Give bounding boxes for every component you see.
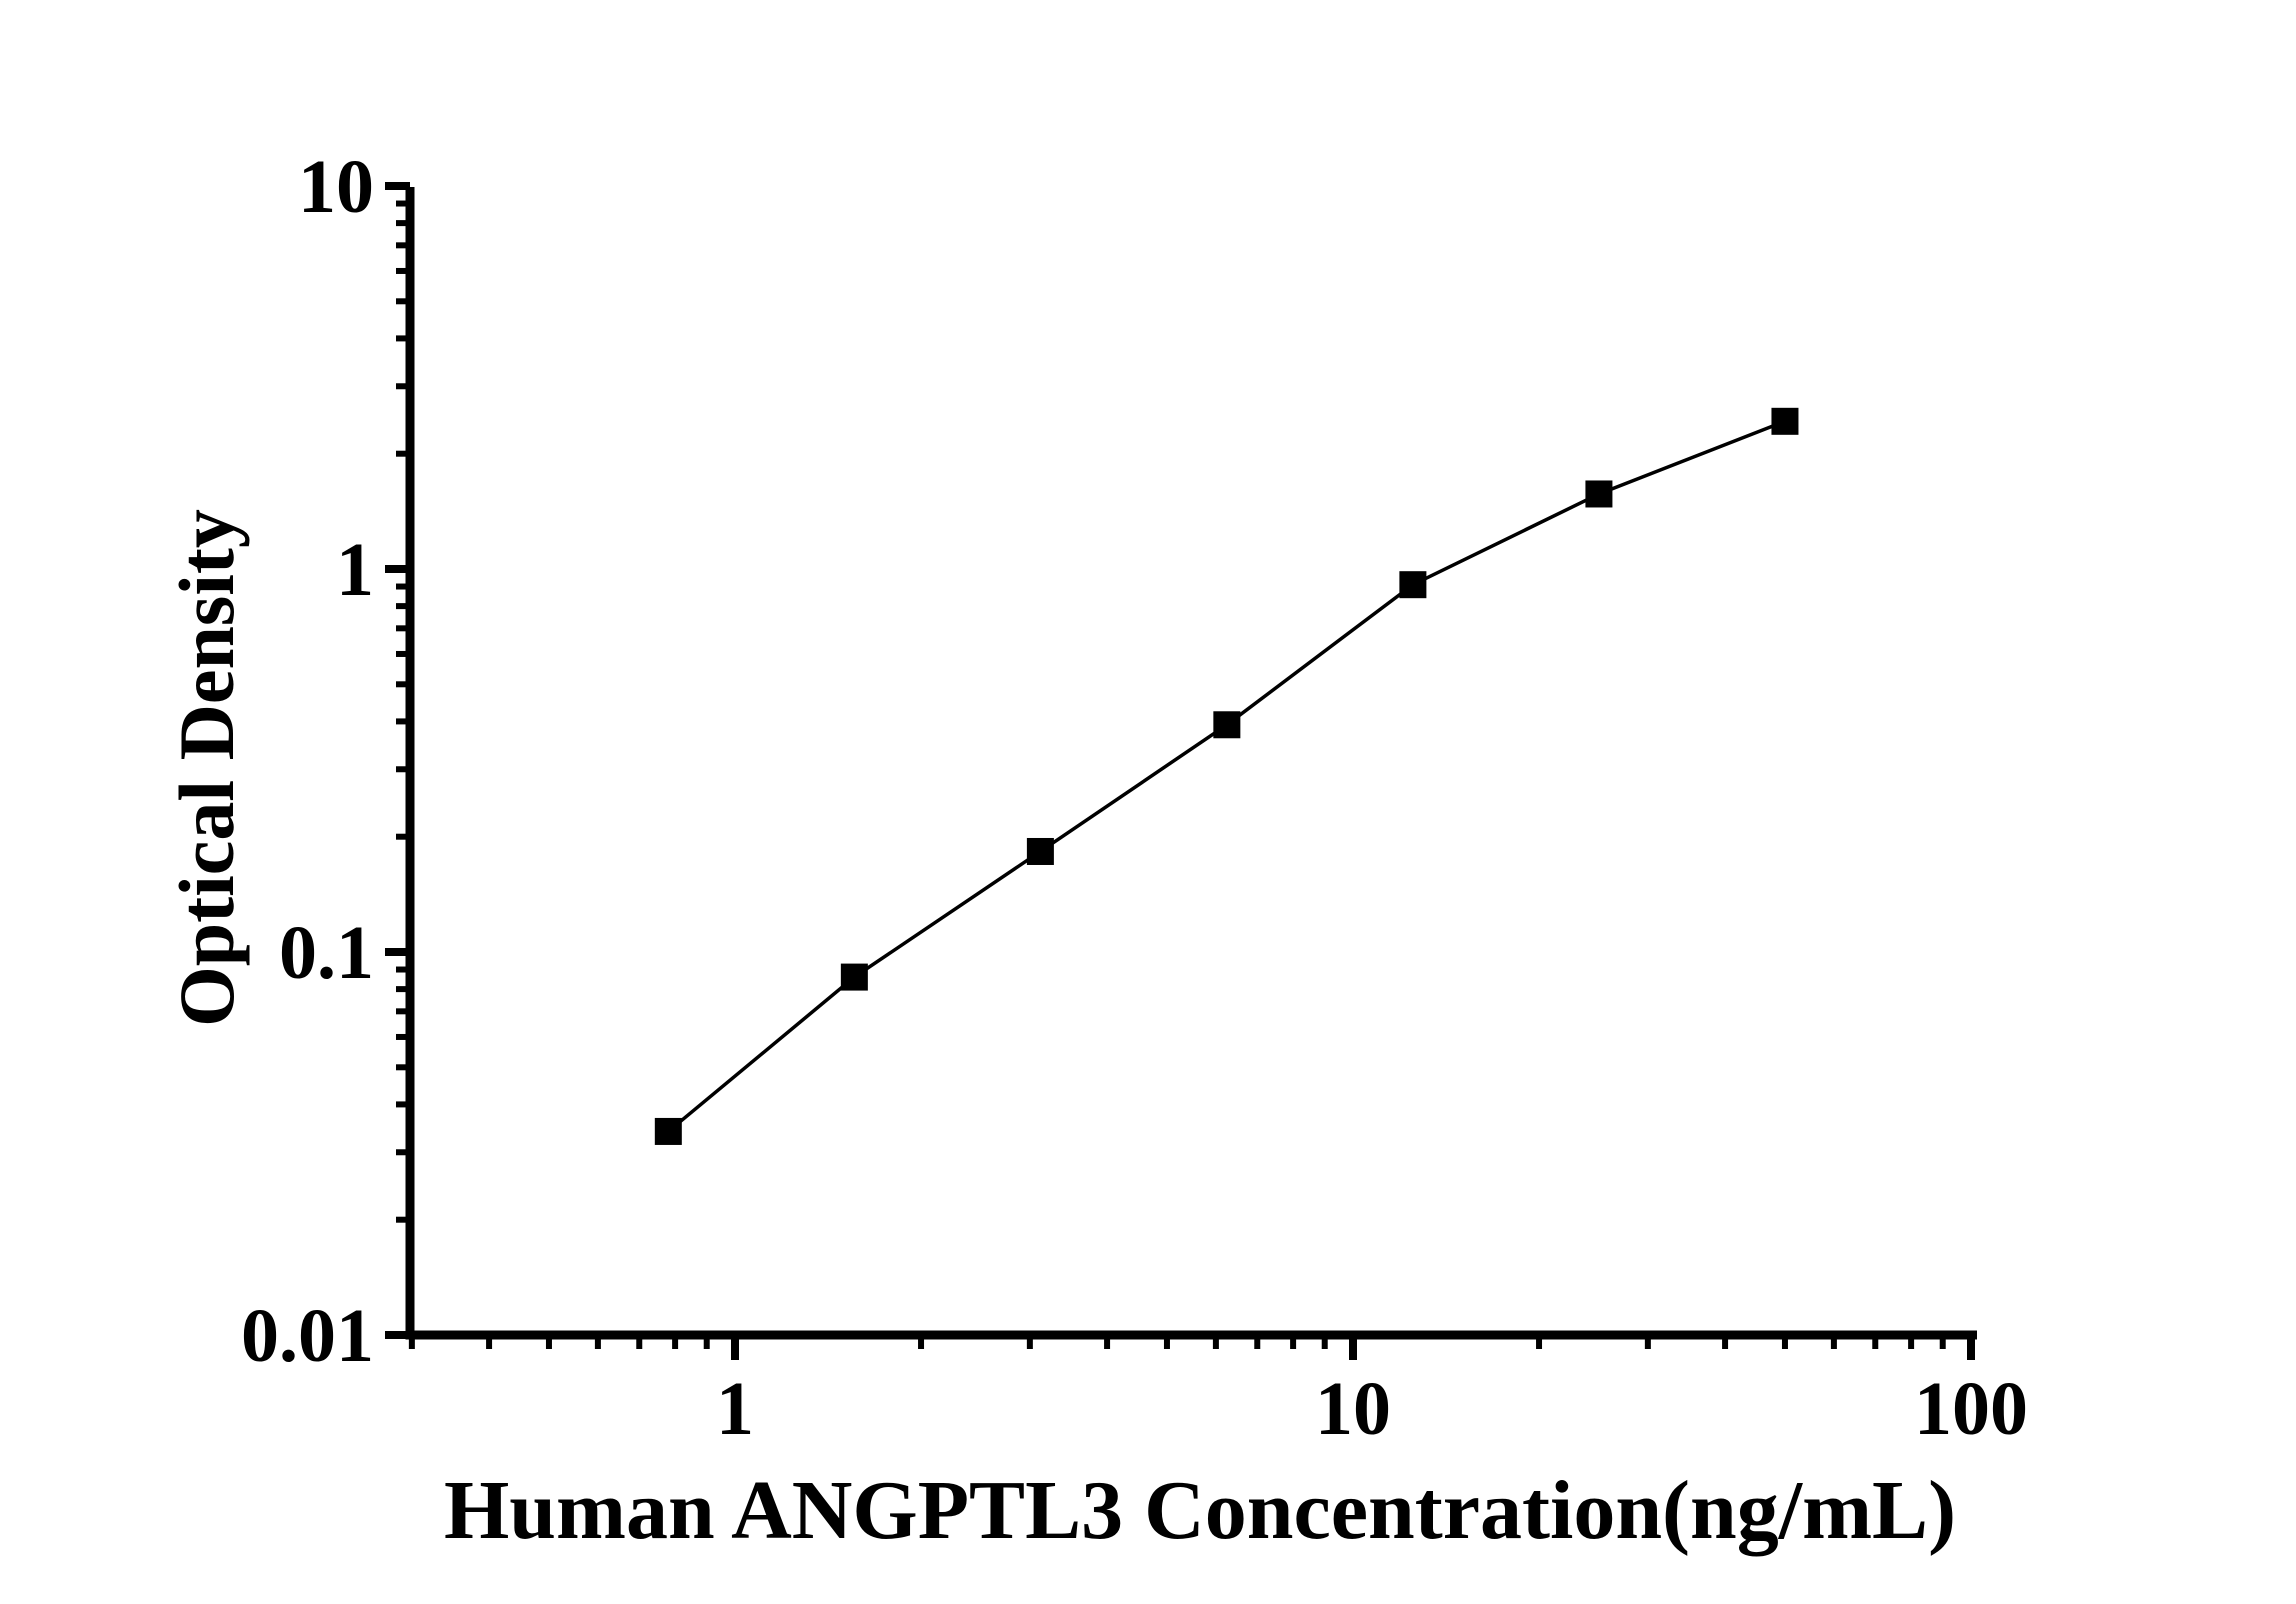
x-axis-title: Human ANGPTL3 Concentration(ng/mL) — [444, 1464, 1956, 1557]
x-tick-label: 100 — [1914, 1367, 2028, 1451]
data-point-marker — [1213, 711, 1241, 739]
y-axis-title: Optical Density — [163, 509, 250, 1027]
data-point-marker — [654, 1117, 682, 1145]
y-tick-label: 1 — [336, 528, 374, 612]
x-tick-label: 10 — [1315, 1367, 1391, 1451]
y-tick-label: 10 — [298, 145, 374, 229]
axis-spine — [405, 187, 1977, 1340]
data-point-marker — [840, 963, 868, 991]
plot-elements: 1 10 100 10 1 0.1 0.01 — [241, 145, 2028, 1451]
data-point-marker — [1585, 480, 1613, 508]
series-line — [667, 419, 1786, 1133]
data-point-marker — [1399, 571, 1427, 599]
y-tick-label: 0.1 — [279, 911, 374, 995]
x-tick-label: 1 — [716, 1367, 754, 1451]
data-point-marker — [1026, 837, 1054, 865]
y-tick-label: 0.01 — [241, 1294, 374, 1378]
data-point-marker — [1771, 407, 1799, 435]
